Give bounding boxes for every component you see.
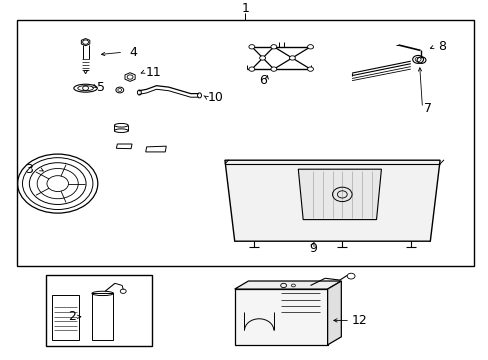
- Polygon shape: [116, 144, 132, 149]
- Text: 5: 5: [97, 81, 104, 94]
- Circle shape: [270, 67, 276, 71]
- Polygon shape: [224, 160, 439, 241]
- Circle shape: [270, 45, 276, 49]
- Text: 6: 6: [258, 75, 266, 87]
- Bar: [52, 295, 79, 340]
- Circle shape: [307, 45, 313, 49]
- Bar: [17, 20, 473, 266]
- Text: 3: 3: [25, 163, 33, 176]
- Text: 4: 4: [129, 46, 137, 59]
- Circle shape: [248, 45, 254, 49]
- Polygon shape: [298, 169, 381, 220]
- Text: 10: 10: [207, 91, 223, 104]
- Bar: [234, 289, 327, 345]
- Text: 2: 2: [68, 310, 76, 323]
- Circle shape: [248, 67, 254, 71]
- Text: 9: 9: [308, 242, 316, 255]
- Text: 1: 1: [241, 3, 249, 15]
- Text: 8: 8: [437, 40, 445, 53]
- Polygon shape: [234, 281, 341, 289]
- Polygon shape: [327, 281, 341, 345]
- Circle shape: [289, 56, 295, 60]
- Text: 7: 7: [424, 102, 431, 114]
- Circle shape: [307, 67, 313, 71]
- Text: 11: 11: [145, 66, 161, 78]
- Polygon shape: [145, 146, 166, 152]
- Text: 12: 12: [351, 314, 367, 327]
- Circle shape: [259, 56, 265, 60]
- Bar: [46, 275, 151, 346]
- Bar: [92, 293, 113, 340]
